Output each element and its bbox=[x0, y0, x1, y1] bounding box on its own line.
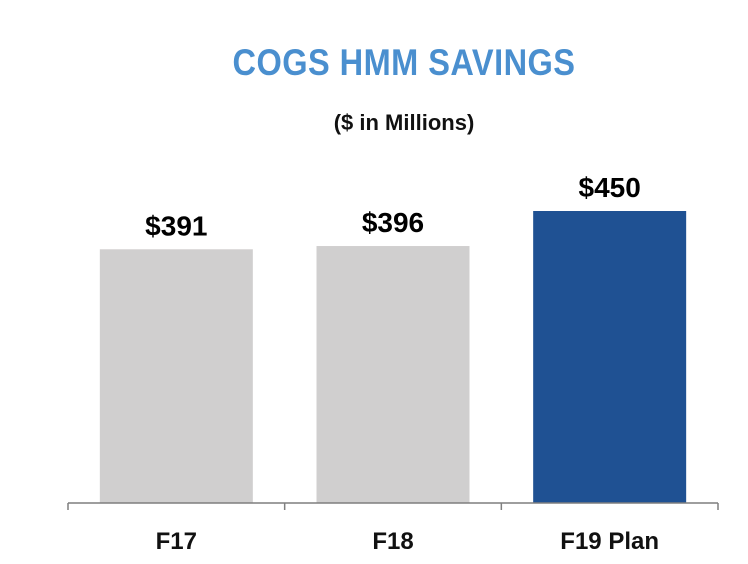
chart-title: COGS HMM SAVINGS bbox=[232, 42, 576, 83]
value-labels-group: $391 $396 $450 bbox=[145, 172, 641, 241]
bars-group bbox=[99, 211, 687, 504]
value-label-f18: $396 bbox=[362, 207, 424, 238]
x-tick-labels-group: F17 F18 F19 Plan bbox=[156, 528, 659, 555]
value-label-f19-plan: $450 bbox=[579, 172, 641, 203]
chart-subtitle: ($ in Millions) bbox=[333, 110, 475, 135]
x-axis bbox=[67, 502, 719, 510]
x-tick-label-f19-plan: F19 Plan bbox=[560, 528, 659, 555]
x-tick-label-f18: F18 bbox=[372, 528, 413, 555]
x-tick-label-f17: F17 bbox=[156, 528, 197, 555]
bar-f18 bbox=[316, 246, 470, 504]
bar-f17 bbox=[99, 249, 253, 503]
value-label-f17: $391 bbox=[145, 210, 207, 241]
bar-f19-plan bbox=[533, 211, 687, 503]
